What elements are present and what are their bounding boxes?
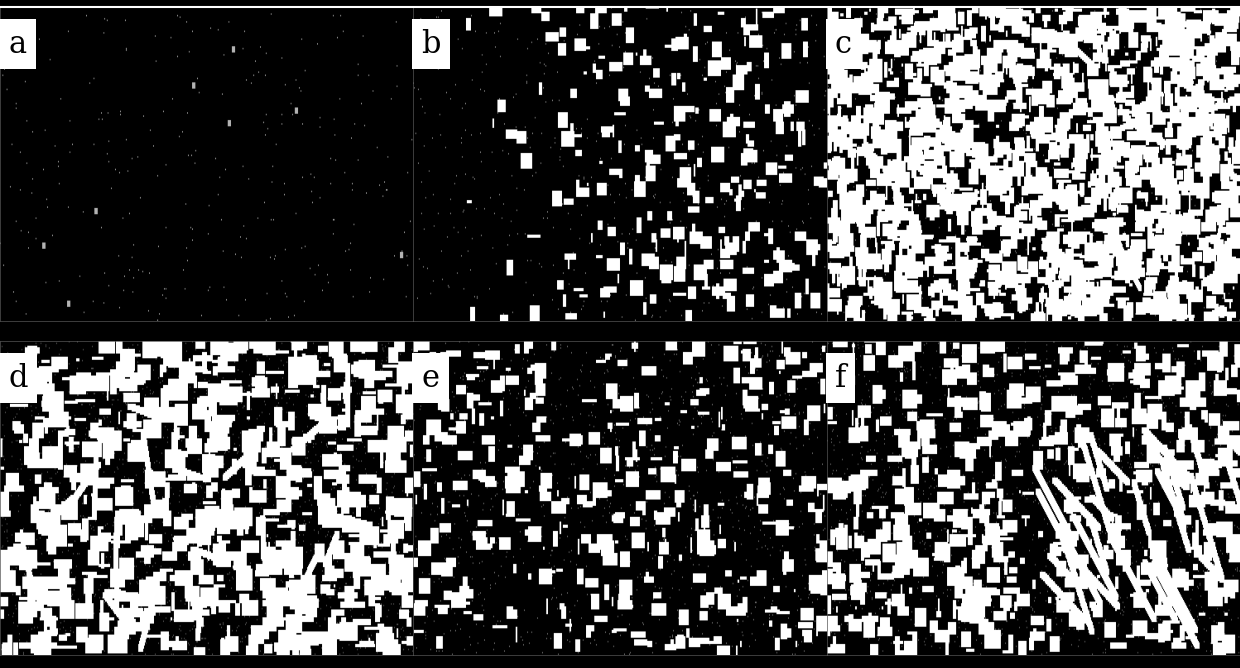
Text: b: b	[422, 29, 441, 59]
Text: c: c	[835, 29, 852, 59]
Text: d: d	[9, 363, 27, 393]
Text: e: e	[422, 363, 440, 393]
Text: a: a	[9, 29, 26, 59]
Text: f: f	[835, 363, 846, 393]
